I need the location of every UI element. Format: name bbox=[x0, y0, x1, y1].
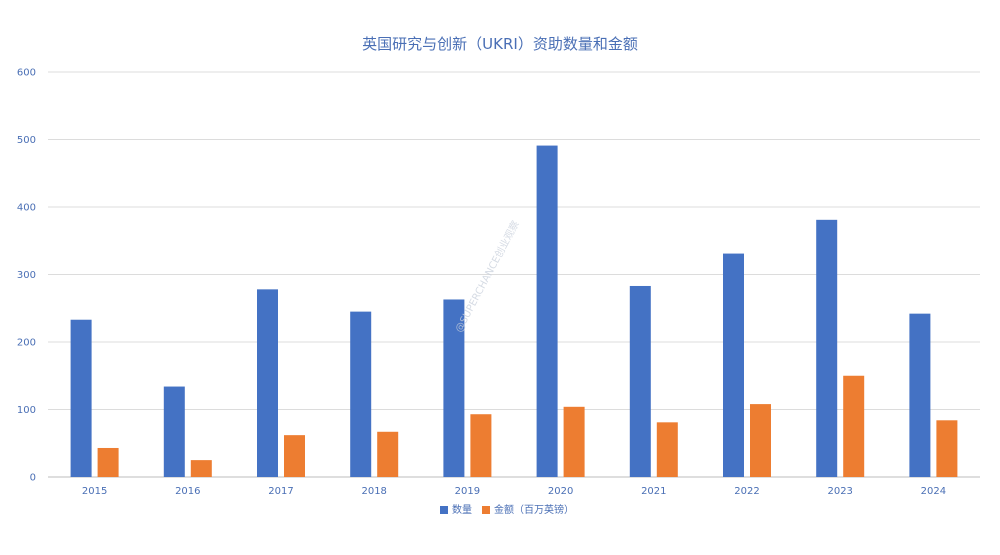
x-tick-label-2024: 2024 bbox=[921, 486, 946, 497]
x-axis-ticks: 2015 2016 2017 2018 2019 2020 2021 2022 2023 2024 bbox=[82, 486, 946, 497]
bar-quantity-2018 bbox=[350, 311, 372, 477]
x-tick-label-2021: 2021 bbox=[641, 486, 666, 497]
bar-amount-2024 bbox=[936, 420, 958, 477]
bar-amount-2019 bbox=[470, 414, 492, 477]
bar-amount-2016 bbox=[190, 460, 212, 477]
chart-title: 英国研究与创新（UKRI）资助数量和金额 bbox=[362, 35, 638, 53]
watermark-text: @SUPERCHANCE创业观察 bbox=[452, 218, 522, 334]
bar-amount-2021 bbox=[656, 422, 678, 477]
y-axis-ticks: 0 100 200 300 400 500 600 bbox=[17, 68, 36, 484]
legend-swatch-quantity bbox=[440, 506, 448, 514]
y-tick-label: 500 bbox=[17, 135, 36, 146]
x-tick-label-2020: 2020 bbox=[548, 486, 573, 497]
bar-quantity-2017 bbox=[257, 289, 278, 477]
bar-quantity-2023 bbox=[816, 219, 838, 477]
legend-swatch-amount bbox=[482, 506, 490, 514]
bar-amount-2022 bbox=[750, 404, 771, 477]
x-tick-label-2018: 2018 bbox=[361, 486, 386, 497]
y-tick-label: 200 bbox=[17, 338, 36, 349]
grid-lines bbox=[48, 71, 980, 410]
bar-quantity-2016 bbox=[163, 386, 185, 477]
bar-amount-2020 bbox=[563, 406, 585, 477]
y-tick-label: 600 bbox=[17, 68, 36, 79]
bar-amount-2018 bbox=[377, 431, 399, 477]
x-tick-label-2019: 2019 bbox=[455, 486, 480, 497]
bar-quantity-2024 bbox=[909, 313, 931, 477]
x-tick-label-2023: 2023 bbox=[827, 486, 852, 497]
legend-label-amount: 金额（百万英镑） bbox=[494, 503, 574, 516]
bars bbox=[70, 145, 958, 477]
bar-quantity-2019 bbox=[443, 299, 465, 477]
bar-quantity-2015 bbox=[70, 319, 92, 477]
x-tick-label-2016: 2016 bbox=[175, 486, 200, 497]
x-tick-label-2022: 2022 bbox=[734, 486, 759, 497]
y-tick-label: 0 bbox=[30, 473, 36, 484]
bar-amount-2017 bbox=[284, 435, 305, 477]
bar-quantity-2021 bbox=[629, 285, 651, 477]
bar-amount-2015 bbox=[97, 447, 119, 477]
y-tick-label: 300 bbox=[17, 270, 36, 281]
y-tick-label: 400 bbox=[17, 203, 36, 214]
legend: 数量 金额（百万英镑） bbox=[440, 503, 574, 516]
y-tick-label: 100 bbox=[17, 405, 36, 416]
bar-amount-2023 bbox=[843, 375, 865, 477]
legend-label-quantity: 数量 bbox=[452, 503, 472, 516]
bar-quantity-2022 bbox=[723, 253, 744, 477]
x-tick-label-2015: 2015 bbox=[82, 486, 107, 497]
x-tick-label-2017: 2017 bbox=[268, 486, 293, 497]
bar-quantity-2020 bbox=[536, 145, 558, 477]
